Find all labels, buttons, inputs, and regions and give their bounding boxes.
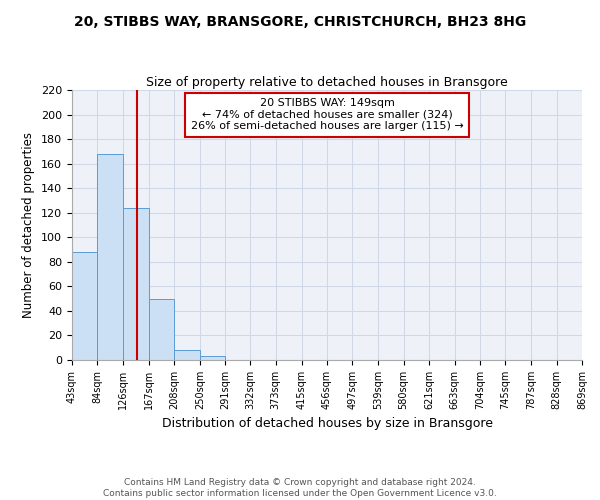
Bar bbox=[123, 208, 149, 360]
X-axis label: Distribution of detached houses by size in Bransgore: Distribution of detached houses by size … bbox=[161, 418, 493, 430]
Text: 20 STIBBS WAY: 149sqm
← 74% of detached houses are smaller (324)
26% of semi-det: 20 STIBBS WAY: 149sqm ← 74% of detached … bbox=[191, 98, 463, 132]
Bar bbox=[97, 154, 123, 360]
Bar bbox=[72, 252, 97, 360]
Text: Contains HM Land Registry data © Crown copyright and database right 2024.
Contai: Contains HM Land Registry data © Crown c… bbox=[103, 478, 497, 498]
Y-axis label: Number of detached properties: Number of detached properties bbox=[22, 132, 35, 318]
Text: 20, STIBBS WAY, BRANSGORE, CHRISTCHURCH, BH23 8HG: 20, STIBBS WAY, BRANSGORE, CHRISTCHURCH,… bbox=[74, 15, 526, 29]
Bar bbox=[174, 350, 200, 360]
Title: Size of property relative to detached houses in Bransgore: Size of property relative to detached ho… bbox=[146, 76, 508, 89]
Bar bbox=[200, 356, 225, 360]
Bar bbox=[149, 298, 174, 360]
